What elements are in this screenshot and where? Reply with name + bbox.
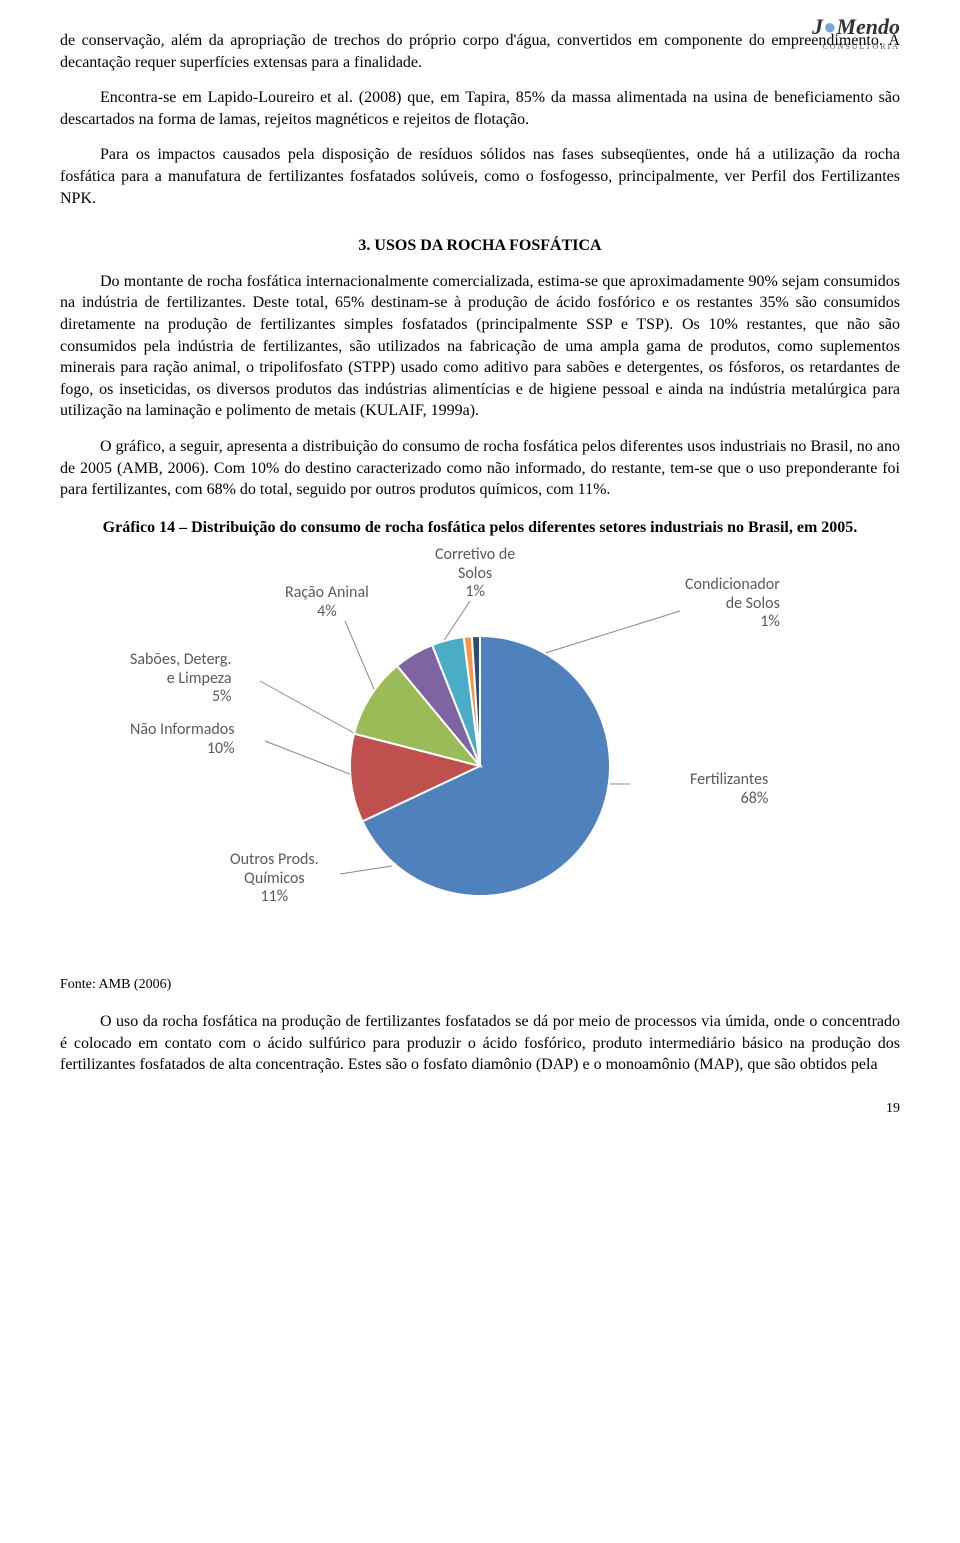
logo-prefix: J: [812, 14, 823, 39]
paragraph-3: Para os impactos causados pela disposiçã…: [60, 144, 900, 209]
paragraph-2: Encontra-se em Lapido-Loureiro et al. (2…: [60, 87, 900, 130]
paragraph-5: O gráfico, a seguir, apresenta a distrib…: [60, 436, 900, 501]
pie-svg: [350, 636, 610, 896]
pie-chart-container: Fertilizantes68%Outros Prods.Químicos11%…: [60, 546, 900, 946]
section-title: 3. USOS DA ROCHA FOSFÁTICA: [60, 235, 900, 257]
logo-dot: ●: [823, 14, 836, 39]
brand-logo: J●Mendo CONSULTORIA: [812, 12, 900, 52]
logo-subtitle: CONSULTORIA: [812, 42, 900, 53]
logo-suffix: Mendo: [836, 14, 900, 39]
leader-line: [260, 681, 363, 738]
paragraph-4: Do montante de rocha fosfática internaci…: [60, 271, 900, 422]
paragraph-1: de conservação, além da apropriação de t…: [60, 30, 900, 73]
leader-line: [265, 741, 360, 778]
paragraph-6: O uso da rocha fosfática na produção de …: [60, 1011, 900, 1076]
chart-title: Gráfico 14 – Distribuição do consumo de …: [60, 517, 900, 539]
page-number: 19: [60, 1100, 900, 1119]
pie-chart: Fertilizantes68%Outros Prods.Químicos11%…: [130, 546, 830, 946]
chart-source: Fonte: AMB (2006): [60, 976, 900, 995]
